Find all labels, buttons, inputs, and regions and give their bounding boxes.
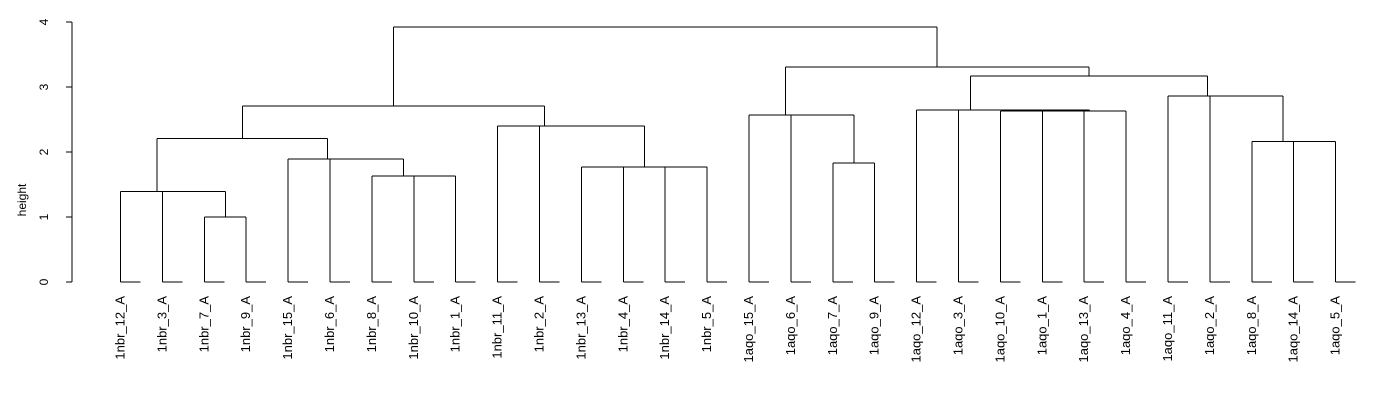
leaf-label: 1nbr_3_A bbox=[154, 296, 169, 353]
leaf-label: 1aqo_13_A bbox=[1076, 296, 1091, 363]
y-tick-label: 4 bbox=[37, 18, 51, 25]
merge-m20 bbox=[1052, 110, 1127, 282]
y-tick-label: 1 bbox=[37, 213, 51, 220]
leaf-label: 1nbr_10_A bbox=[406, 296, 421, 360]
leaf-label: 1nbr_13_A bbox=[573, 296, 588, 360]
leaf-label: 1nbr_8_A bbox=[364, 296, 379, 353]
merge-m26 bbox=[1167, 95, 1247, 282]
leaf-label: 1aqo_7_A bbox=[825, 296, 840, 356]
y-axis: 0 1 2 3 4 bbox=[37, 18, 73, 285]
merge-m17 bbox=[748, 114, 823, 282]
y-axis-label: height bbox=[15, 183, 29, 216]
leaf-label: 1aqo_11_A bbox=[1160, 296, 1175, 362]
leaf-label: 1aqo_3_A bbox=[951, 296, 966, 356]
leaf-label: 1aqo_6_A bbox=[783, 296, 798, 356]
leaf-label: 1aqo_5_A bbox=[1328, 296, 1343, 356]
merge-m28 bbox=[785, 66, 1090, 115]
merge-m9 bbox=[664, 166, 708, 282]
y-tick-label: 3 bbox=[37, 83, 51, 90]
merge-m14 bbox=[241, 105, 546, 139]
leaf-label: 1aqo_8_A bbox=[1244, 296, 1259, 356]
leaf-label: 1aqo_1_A bbox=[1034, 296, 1049, 356]
leaf-label: 1aqo_14_A bbox=[1286, 296, 1301, 363]
merge-m12 bbox=[539, 125, 645, 282]
leaf-label: 1nbr_12_A bbox=[113, 296, 128, 360]
leaf-label: 1nbr_14_A bbox=[657, 296, 672, 360]
leaf-label: 1aqo_4_A bbox=[1118, 296, 1133, 356]
merge-m19 bbox=[1021, 110, 1085, 282]
leaf-labels: 1nbr_12_A 1nbr_3_A 1nbr_7_A 1nbr_9_A 1nbr_15… bbox=[113, 296, 1343, 363]
leaf-label: 1nbr_15_A bbox=[280, 296, 295, 360]
leaf-label: 1nbr_9_A bbox=[238, 296, 253, 353]
merge-m1 bbox=[203, 216, 247, 282]
leaf-label: 1aqo_12_A bbox=[909, 296, 924, 363]
merge-m18 bbox=[999, 110, 1043, 282]
leaf-label: 1nbr_6_A bbox=[322, 296, 337, 353]
leaf-label: 1aqo_10_A bbox=[992, 296, 1007, 363]
merge-m21 bbox=[958, 109, 1090, 282]
merge-m25 bbox=[1209, 95, 1284, 282]
merge-m10 bbox=[580, 166, 624, 282]
leaf-label: 1nbr_1_A bbox=[448, 296, 463, 353]
leaf-label: 1aqo_2_A bbox=[1202, 296, 1217, 356]
merge-m2 bbox=[161, 191, 226, 282]
leaf-label: 1aqo_15_A bbox=[741, 296, 756, 363]
leaf-label: 1nbr_7_A bbox=[196, 296, 211, 353]
merge-m13 bbox=[497, 125, 592, 282]
merge-m15 bbox=[832, 162, 876, 282]
dendrogram-tree bbox=[120, 26, 1356, 283]
merge-m6 bbox=[329, 158, 404, 282]
leaf-label: 1nbr_11_A bbox=[490, 296, 505, 359]
merge-m23 bbox=[1293, 141, 1337, 282]
leaf-label: 1nbr_4_A bbox=[615, 296, 630, 353]
merge-m3 bbox=[120, 191, 194, 282]
merge-m27 bbox=[969, 75, 1208, 110]
merge-m24 bbox=[1251, 141, 1315, 282]
merge-m8 bbox=[156, 137, 328, 192]
leaf-label: 1aqo_9_A bbox=[867, 296, 882, 356]
merge-m5 bbox=[371, 175, 435, 282]
leaf-label: 1nbr_5_A bbox=[699, 296, 714, 353]
y-tick-label: 0 bbox=[37, 278, 51, 285]
merge-m22 bbox=[916, 109, 1024, 282]
merge-m29 bbox=[393, 26, 938, 106]
merge-m7 bbox=[287, 158, 367, 282]
y-tick-label: 2 bbox=[37, 148, 51, 155]
merge-m4 bbox=[413, 175, 457, 282]
merge-m16 bbox=[790, 114, 855, 282]
leaf-label: 1nbr_2_A bbox=[532, 296, 547, 353]
